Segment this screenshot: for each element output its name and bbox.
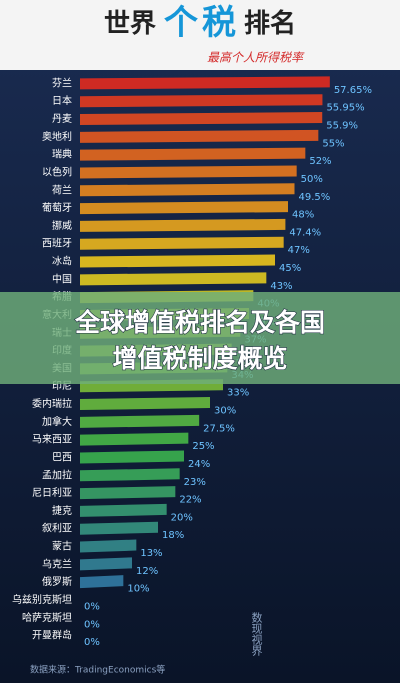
category-label: 奥地利: [42, 130, 72, 143]
bar: [80, 575, 124, 589]
category-label: 葡萄牙: [42, 201, 72, 214]
header: [0, 0, 400, 70]
value-label: 24%: [188, 459, 210, 470]
value-label: 49.5%: [299, 192, 331, 203]
bar: [80, 539, 137, 553]
value-label: 0%: [84, 601, 100, 612]
value-label: 22%: [179, 495, 201, 506]
bar: [80, 112, 323, 126]
value-label: 48%: [292, 210, 314, 221]
value-label: 13%: [140, 548, 162, 559]
category-label: 西班牙: [42, 238, 72, 250]
value-label: 18%: [162, 530, 184, 541]
category-label: 哈萨克斯坦: [22, 611, 72, 624]
banner-line: 全球增值税排名及各国: [74, 308, 325, 337]
bar: [80, 397, 210, 411]
category-label: 荷兰: [52, 183, 72, 196]
bar: [80, 218, 286, 232]
category-label: 瑞典: [52, 148, 72, 161]
value-label: 52%: [309, 156, 331, 167]
category-label: 巴西: [52, 451, 72, 463]
bar: [80, 432, 189, 446]
watermark: 数现视界: [250, 612, 263, 657]
value-label: 57.65%: [334, 85, 372, 96]
value-label: 47.4%: [289, 227, 321, 238]
title-part: 排名: [244, 8, 296, 39]
value-label: 0%: [84, 619, 100, 630]
category-label: 中国: [52, 272, 72, 285]
value-label: 30%: [214, 406, 236, 417]
bar: [80, 76, 330, 90]
bar: [80, 254, 275, 268]
category-label: 俄罗斯: [42, 575, 72, 588]
banner-bg: [0, 292, 400, 384]
bar: [80, 468, 180, 482]
value-label: 10%: [127, 584, 149, 595]
category-label: 冰岛: [52, 255, 72, 268]
chart-title: 世界个税排名: [104, 3, 296, 43]
bar: [80, 272, 267, 286]
value-label: 25%: [192, 441, 214, 452]
category-label: 委内瑞拉: [32, 397, 72, 410]
banner-line: 增值税制度概览: [112, 344, 287, 373]
title-part: 税: [202, 3, 236, 43]
bar: [80, 503, 167, 517]
value-label: 50%: [301, 174, 323, 185]
value-label: 27.5%: [203, 423, 235, 434]
bar: [80, 94, 323, 108]
category-label: 开曼群岛: [32, 629, 72, 642]
subtitle: 最高个人所得税率: [207, 51, 305, 65]
bar: [80, 165, 297, 179]
value-label: 33%: [227, 388, 249, 399]
category-label: 捷克: [52, 504, 72, 517]
bar: [80, 201, 288, 215]
bar: [80, 450, 184, 464]
category-label: 丹麦: [52, 113, 72, 125]
bar: [80, 414, 200, 428]
category-label: 挪威: [52, 219, 72, 232]
category-label: 乌兹别克斯坦: [12, 593, 72, 606]
category-label: 尼日利亚: [32, 487, 72, 499]
category-label: 蒙古: [52, 540, 72, 553]
category-label: 马来西亚: [32, 434, 72, 446]
value-label: 45%: [279, 263, 301, 274]
category-label: 加拿大: [42, 415, 72, 428]
category-label: 孟加拉: [42, 468, 72, 481]
source: 数据来源：TradingEconomics等: [30, 664, 165, 676]
bar: [80, 521, 158, 535]
bar: [80, 486, 176, 500]
category-label: 以色列: [42, 165, 72, 178]
category-label: 乌克兰: [42, 557, 72, 570]
bar: [80, 183, 295, 197]
value-label: 55.95%: [326, 103, 364, 114]
value-label: 55%: [322, 138, 344, 149]
value-label: 47%: [288, 245, 310, 256]
bar: [80, 147, 306, 161]
bar: [80, 557, 132, 571]
bar: [80, 129, 319, 143]
value-label: 23%: [184, 477, 206, 488]
value-label: 55.9%: [326, 121, 358, 132]
title-part: 世界: [104, 9, 156, 39]
value-label: 0%: [84, 637, 100, 648]
category-label: 芬兰: [52, 76, 72, 89]
value-label: 43%: [270, 281, 292, 292]
title-part: 个: [164, 3, 198, 43]
category-label: 日本: [52, 94, 72, 107]
value-label: 20%: [171, 512, 193, 523]
category-label: 叙利亚: [42, 522, 72, 535]
value-label: 12%: [136, 566, 158, 577]
bar: [80, 236, 284, 250]
